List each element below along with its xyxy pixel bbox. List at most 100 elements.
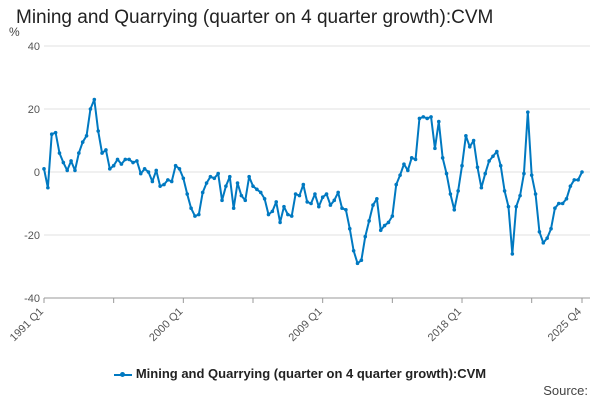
data-point — [200, 190, 205, 195]
data-point — [65, 168, 70, 173]
data-point — [100, 151, 104, 155]
data-point — [398, 173, 402, 177]
data-point — [173, 163, 178, 168]
data-point — [467, 145, 472, 149]
data-point — [409, 156, 414, 160]
data-point — [73, 168, 77, 173]
y-axis-unit: % — [9, 25, 20, 39]
legend[interactable]: Mining and Quarrying (quarter on 4 quart… — [0, 366, 600, 381]
series-line — [43, 98, 583, 265]
data-point — [216, 171, 220, 176]
data-point — [224, 184, 228, 188]
data-point — [347, 226, 352, 231]
data-point — [529, 173, 534, 177]
data-point — [375, 196, 379, 201]
data-point — [436, 119, 441, 124]
data-point — [491, 154, 495, 159]
data-point — [479, 185, 484, 190]
data-point — [154, 168, 159, 173]
data-point — [514, 204, 519, 209]
data-point — [440, 156, 445, 160]
data-point — [96, 129, 100, 133]
data-point — [340, 206, 344, 211]
data-point — [371, 203, 375, 207]
data-point — [487, 159, 491, 163]
data-point — [119, 162, 124, 166]
data-point — [328, 203, 333, 207]
data-point — [580, 170, 584, 174]
data-point — [274, 200, 279, 204]
y-tick-label: 40 — [28, 41, 40, 53]
data-point — [262, 196, 267, 201]
data-point — [88, 107, 93, 111]
data-point — [247, 174, 251, 179]
data-point — [286, 212, 290, 217]
data-point — [417, 116, 422, 121]
data-point — [359, 258, 364, 263]
data-point — [429, 115, 433, 119]
x-tick-label: 2000 Q1 — [147, 306, 185, 344]
y-tick-label: -40 — [24, 293, 40, 305]
data-point — [255, 187, 259, 192]
data-point — [355, 261, 360, 266]
data-point — [177, 167, 182, 171]
data-point — [142, 167, 147, 171]
data-point — [386, 220, 391, 225]
data-point — [317, 204, 321, 209]
data-point — [53, 130, 58, 135]
data-point — [162, 182, 166, 187]
data-point — [363, 234, 368, 239]
data-point — [301, 182, 306, 187]
data-point — [80, 140, 85, 144]
y-tick-label: 20 — [28, 104, 40, 116]
y-tick-label: 0 — [34, 167, 40, 179]
data-point — [549, 226, 553, 231]
data-point — [138, 171, 143, 176]
data-point — [181, 176, 186, 181]
data-point — [46, 185, 50, 190]
data-point — [332, 198, 337, 203]
source-label: Source: — [543, 383, 588, 398]
data-point — [533, 192, 538, 196]
data-point — [378, 228, 383, 233]
data-point — [212, 176, 217, 181]
data-point — [394, 182, 399, 187]
data-point — [77, 151, 81, 155]
data-point — [537, 230, 542, 234]
data-point — [57, 151, 62, 155]
data-point — [293, 192, 298, 196]
data-point — [61, 160, 66, 165]
data-point — [572, 178, 577, 182]
data-point — [231, 206, 236, 211]
data-point — [498, 163, 503, 168]
data-point — [197, 212, 201, 217]
data-point — [510, 252, 515, 256]
data-point — [433, 146, 437, 151]
data-point — [444, 171, 449, 176]
data-point — [495, 149, 499, 154]
data-point — [522, 171, 526, 176]
y-tick-label: -20 — [24, 230, 40, 242]
data-point — [556, 201, 561, 206]
data-point — [475, 165, 480, 170]
data-point — [518, 193, 522, 198]
data-point — [456, 189, 460, 193]
data-point — [158, 184, 162, 188]
data-point — [104, 148, 108, 152]
data-point — [402, 162, 406, 166]
data-point — [541, 241, 546, 245]
data-point — [336, 190, 340, 195]
data-point — [406, 168, 410, 173]
data-point — [243, 198, 248, 203]
data-point — [506, 204, 511, 209]
data-point — [131, 160, 135, 165]
data-point — [107, 167, 112, 171]
data-point — [92, 97, 97, 102]
data-point — [115, 157, 120, 162]
data-point — [42, 167, 46, 171]
data-point — [526, 110, 530, 114]
data-point — [568, 184, 573, 188]
data-point — [576, 178, 580, 182]
